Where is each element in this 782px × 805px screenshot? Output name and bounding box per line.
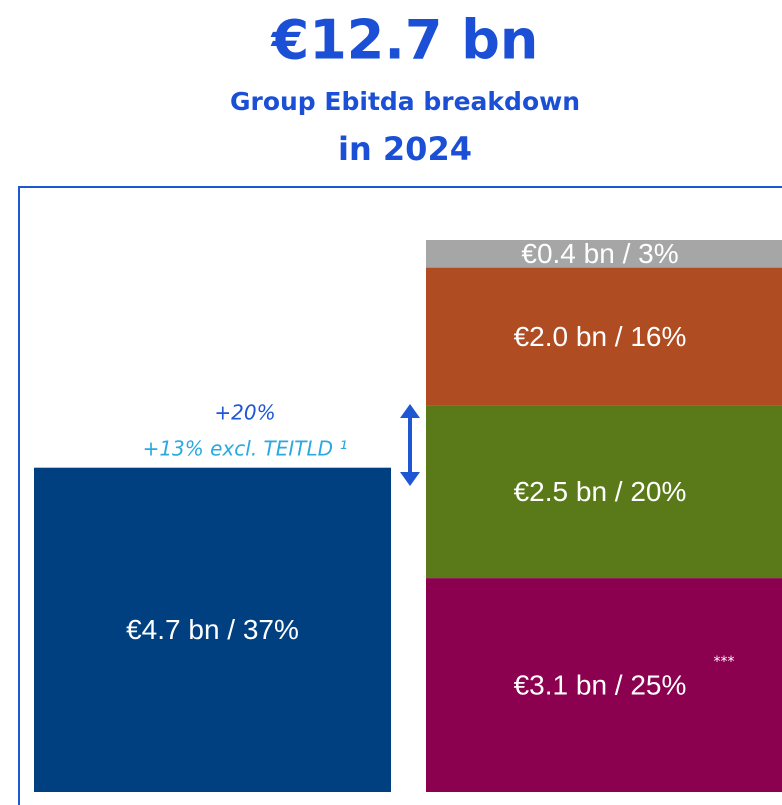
bar-segment: [426, 578, 782, 792]
data-label: €4.7 bn / 37%: [126, 614, 299, 645]
bar-segment: [34, 467, 391, 792]
bar-segment: [426, 240, 782, 268]
data-label: €2.0 bn / 16%: [514, 321, 687, 352]
frame: [18, 186, 782, 805]
bar-segment: [426, 405, 782, 579]
chart-title: €12.7 bn: [270, 9, 539, 72]
arrow-head: [400, 404, 420, 418]
data-label: €2.5 bn / 20%: [514, 476, 687, 507]
data-label: €0.4 bn / 3%: [521, 238, 678, 269]
data-label: €3.1 bn / 25%: [514, 669, 687, 700]
chart-subtitle: Group Ebitda breakdown: [230, 87, 580, 116]
annotation: ***: [714, 654, 735, 670]
annotation: +13% excl. TEITLD ¹: [143, 437, 348, 461]
chart-subtitle: in 2024: [338, 130, 472, 168]
annotation: +20%: [214, 401, 275, 425]
bar-segment: [426, 267, 782, 406]
arrow-head: [400, 472, 420, 486]
